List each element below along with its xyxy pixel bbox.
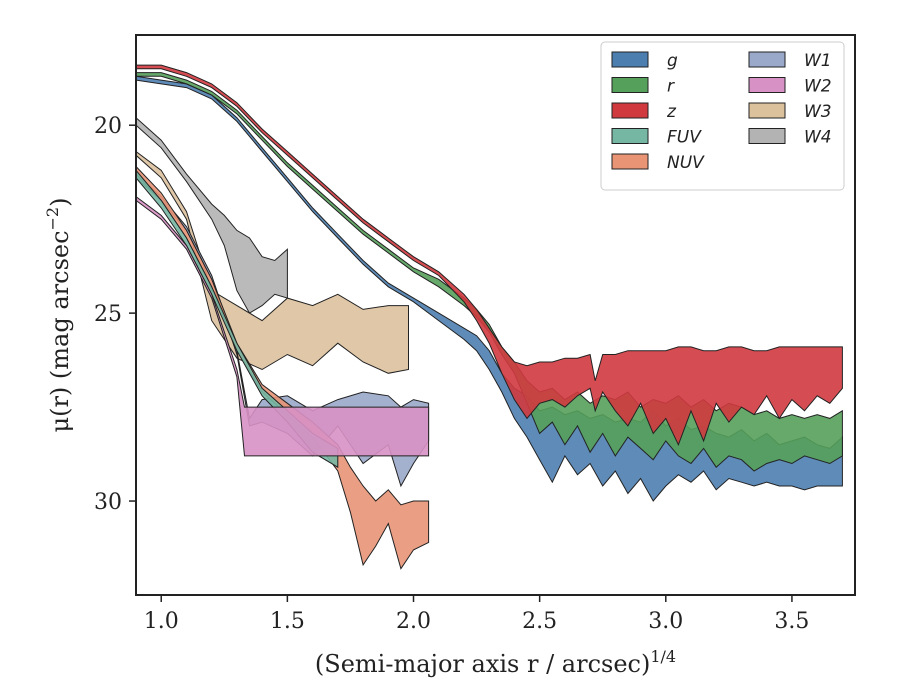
legend-label-w2: W2	[804, 77, 832, 97]
legend-swatch-g	[611, 51, 649, 68]
x-tick-label: 1.0	[144, 609, 179, 634]
legend-label-nuv: NUV	[667, 153, 705, 173]
y-tick-label: 20	[94, 114, 122, 139]
y-axis-label: μ(r) (mag arcsec−2)	[43, 198, 74, 433]
legend-swatch-nuv	[611, 153, 649, 170]
legend-swatch-w4	[748, 128, 786, 144]
legend-swatch-w2	[748, 77, 786, 93]
legend-label-fuv: FUV	[667, 128, 702, 148]
legend-swatch-z	[611, 102, 649, 119]
x-tick-label: 3.5	[774, 609, 809, 634]
legend-label-w3: W3	[804, 102, 832, 122]
legend-label-z: z	[666, 102, 677, 122]
plot-frame	[135, 34, 856, 596]
x-tick-label: 2.0	[396, 609, 431, 634]
band-w3	[136, 150, 409, 374]
x-tick-label: 1.5	[270, 609, 305, 634]
legend-swatch-w3	[748, 102, 786, 119]
band-w2	[136, 195, 430, 457]
legend-swatch-r	[611, 77, 649, 93]
ticks-layer: 1.0 1.5 2.0 2.5 3.0 3.5 20 25 30	[94, 114, 809, 634]
band-z	[136, 64, 843, 446]
x-tick-label: 3.0	[648, 609, 683, 634]
legend: grz FUV NUV W1 W2 W3 W4	[600, 41, 845, 191]
x-tick-label: 2.5	[522, 609, 557, 634]
legend-label-w1: W1	[804, 51, 832, 71]
y-tick-label: 25	[94, 302, 122, 327]
legend-swatch-fuv	[611, 128, 649, 144]
legend-swatch-w1	[748, 51, 786, 68]
y-tick-label: 30	[94, 490, 122, 515]
x-axis-label: (Semi-major axis r / arcsec)1/4	[315, 647, 676, 678]
bands-layer	[136, 64, 843, 570]
legend-label-r: r	[667, 77, 675, 97]
legend-label-w4: W4	[804, 128, 832, 148]
legend-label-g: g	[667, 51, 678, 71]
